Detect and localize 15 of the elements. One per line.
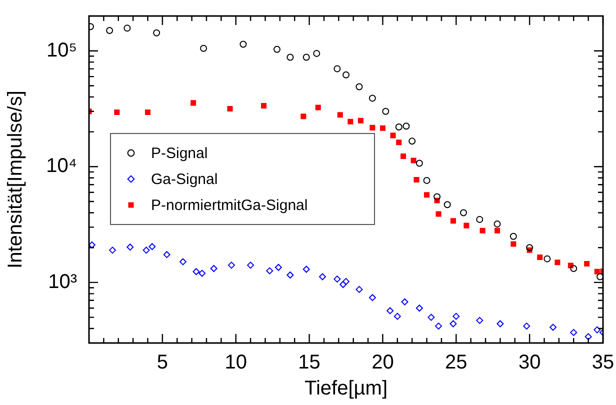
x-tick-label: 20	[372, 352, 394, 374]
x-tick-label: 5	[156, 352, 168, 374]
y-tick-label: 10⁴	[46, 155, 77, 178]
x-tick-label: 10	[224, 352, 247, 374]
x-tick-label: 35	[592, 352, 614, 374]
x-tick-label: 30	[518, 352, 541, 374]
y-tick-label: 10³	[48, 270, 78, 293]
y-tick-label: 10⁵	[46, 39, 77, 62]
x-tick-label: 15	[298, 352, 320, 374]
x-tick-label: 25	[445, 352, 468, 374]
legend-label: P-Signal	[151, 144, 208, 162]
y-axis-title: Intensität[Impulse/s]	[4, 90, 27, 268]
x-axis-title: Tiefe[µm]	[304, 378, 388, 400]
legend-label: P-normiertmitGa-Signal	[151, 196, 308, 214]
legend-label: Ga-Signal	[151, 170, 218, 188]
